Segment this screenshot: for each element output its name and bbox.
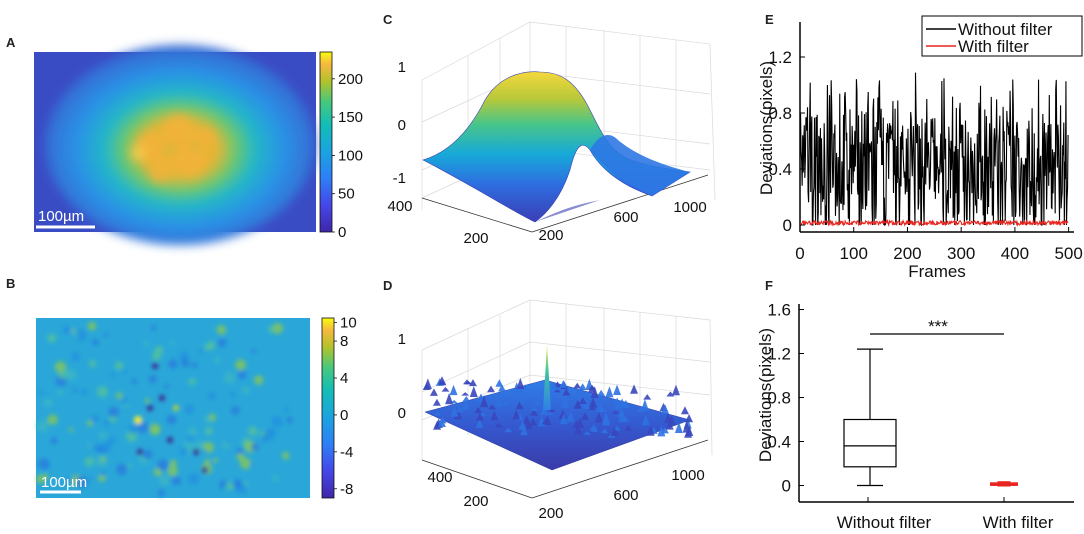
tick-d-z: 0 [398, 405, 406, 422]
x-tick-e: 500 [1054, 244, 1082, 263]
surface-plot-c: 1 0 -1 400 200 200 600 1000 [387, 21, 716, 247]
colorbar-tick-label: -8 [340, 481, 353, 498]
colorbar-tick-label: 0 [338, 224, 346, 241]
x-tick-e: 200 [893, 244, 921, 263]
category-label: With filter [983, 513, 1054, 532]
y-tick-f: 0.4 [767, 433, 791, 452]
x-tick-e: 300 [947, 244, 975, 263]
panel-label-c: C [383, 12, 393, 27]
series-without-filter [799, 72, 1069, 227]
y-tick-f: 1.2 [767, 345, 791, 364]
heatmap-b: 100µm [36, 318, 310, 498]
scale-label-a: 100µm [38, 208, 84, 225]
tick-d-y: 400 [427, 469, 452, 486]
colorbar-tick-label: 150 [338, 109, 363, 126]
category-label: Without filter [837, 513, 932, 532]
significance-marker: *** [928, 317, 948, 336]
colorbar-tick-label: 0 [340, 407, 348, 424]
tick-c-y: 200 [463, 230, 488, 247]
y-tick-e: 0.4 [768, 160, 792, 179]
tick-c-x: 600 [613, 209, 638, 226]
x-tick-e: 100 [840, 244, 868, 263]
colorbar-a: 200 150 100 50 0 [319, 51, 363, 241]
legend-label-with: With filter [958, 37, 1029, 56]
tick-d-y: 200 [463, 493, 488, 510]
box-plot-f: 1.6 1.2 0.8 0.4 0 *** Deviations(pixels) Wit… [756, 301, 1074, 532]
tick-c-x: 1000 [673, 199, 706, 216]
box-with-filter [990, 481, 1018, 487]
legend-e: Without filter With filter [921, 15, 1083, 57]
x-tick-e: 0 [795, 244, 804, 263]
y-tick-f: 0.8 [767, 389, 791, 408]
legend-label-without: Without filter [958, 20, 1053, 39]
colorbar-tick-label: 8 [340, 333, 348, 350]
ylabel-f: Deviations(pixels) [756, 328, 775, 462]
panel-label-f: F [765, 278, 773, 293]
colorbar-tick-label: 200 [338, 71, 363, 88]
panel-label-a: A [6, 35, 16, 50]
y-tick-e: 0 [783, 216, 792, 235]
tick-c-z: -1 [393, 170, 406, 187]
series-with-filter [799, 218, 1069, 228]
panel-label-d: D [383, 278, 392, 293]
colorbar-tick-label: -4 [340, 444, 353, 461]
tick-d-x: 200 [538, 505, 563, 522]
colorbar-tick-label: 50 [338, 186, 355, 203]
panel-label-e: E [765, 12, 774, 27]
colorbar-tick-label: 4 [340, 370, 348, 387]
y-tick-f: 1.6 [767, 301, 791, 320]
panel-label-b: B [6, 276, 15, 291]
box-without-filter [843, 348, 897, 487]
tick-c-x: 200 [538, 227, 563, 244]
scale-label-b: 100µm [41, 474, 87, 491]
tick-d-x: 600 [613, 487, 638, 504]
tick-c-y: 400 [387, 198, 412, 215]
x-tick-e: 400 [1001, 244, 1029, 263]
tick-d-z: 1 [398, 331, 406, 348]
xlabel-e: Frames [908, 262, 966, 281]
tick-d-x: 1000 [671, 467, 704, 484]
ylabel-e: Deviations(pixels) [757, 61, 776, 195]
y-tick-e: 0.8 [768, 104, 792, 123]
y-tick-e: 1.2 [768, 48, 792, 67]
tick-c-z: 1 [398, 59, 406, 76]
tick-c-z: 0 [398, 117, 406, 134]
line-chart-e: 0 100 200 300 400 500 1.2 0.8 0.4 0 Deviations(pi… [757, 15, 1083, 281]
heatmap-a: 100µm [34, 45, 316, 245]
colorbar-tick-label: 10 [340, 315, 357, 332]
surface-plot-d: 1 0 400 200 200 600 1000 [398, 299, 713, 522]
colorbar-b: 108 4 0 -4 -8 [321, 315, 357, 499]
y-tick-f: 0 [782, 477, 791, 496]
colorbar-tick-label: 100 [338, 147, 363, 164]
